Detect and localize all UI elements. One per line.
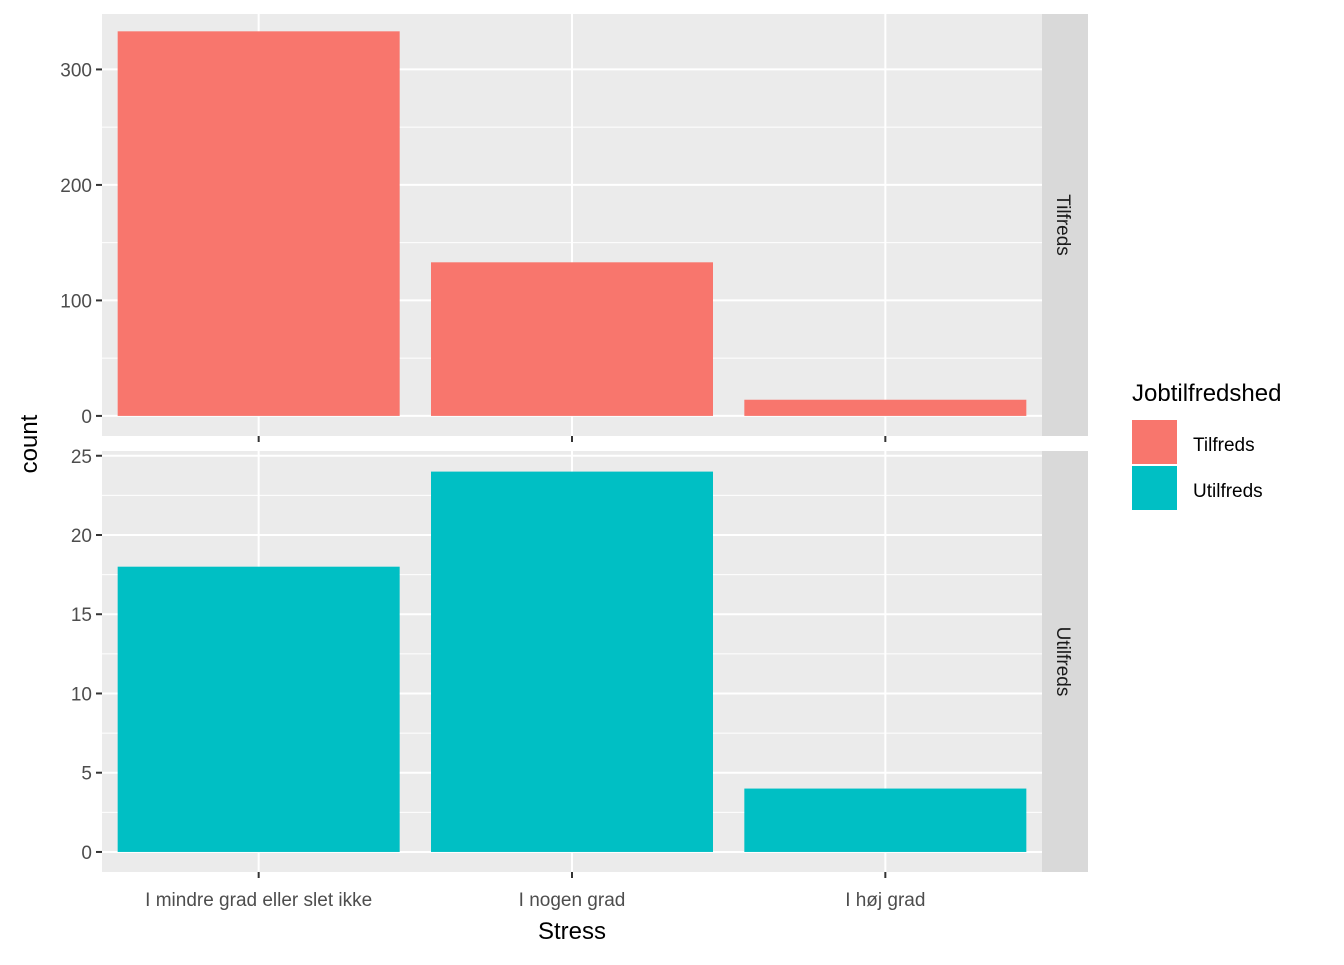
facet-strip-label: Tilfreds <box>1052 194 1073 256</box>
x-tick-label: I nogen grad <box>519 890 626 911</box>
x-axis-label: Stress <box>538 918 606 945</box>
y-tick-label: 100 <box>60 291 92 312</box>
facet-strip <box>1042 14 1088 436</box>
y-tick-label: 0 <box>81 407 92 428</box>
bar-tilfreds-2 <box>431 262 713 416</box>
y-tick-label: 300 <box>60 60 92 81</box>
legend-key <box>1132 466 1177 510</box>
x-tick-label: I høj grad <box>845 890 925 911</box>
legend-label: Tilfreds <box>1193 435 1255 456</box>
y-tick-label: 10 <box>71 684 92 705</box>
y-tick-label: 5 <box>81 764 92 785</box>
y-tick-label: 20 <box>71 526 92 547</box>
legend-label: Utilfreds <box>1193 481 1263 502</box>
y-tick-label: 0 <box>81 843 92 864</box>
bar-utilfreds-2 <box>431 471 713 852</box>
bar-utilfreds-1 <box>117 566 400 852</box>
bar-tilfreds-1 <box>117 31 400 416</box>
bar-tilfreds-3 <box>744 399 1027 416</box>
y-axis-label: count <box>16 414 43 473</box>
y-tick-label: 200 <box>60 176 92 197</box>
facet-strip-label: Utilfreds <box>1052 627 1073 697</box>
x-tick-label: I mindre grad eller slet ikke <box>145 890 372 911</box>
y-tick-label: 15 <box>71 605 92 626</box>
facet-strip <box>1042 451 1088 872</box>
y-tick-label: 25 <box>71 447 92 468</box>
bar-utilfreds-3 <box>744 788 1027 852</box>
legend-title: Jobtilfredshed <box>1132 380 1281 407</box>
legend-key <box>1132 420 1177 464</box>
